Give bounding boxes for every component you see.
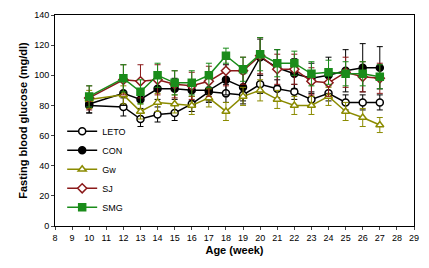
svg-text:27: 27 (375, 233, 385, 243)
svg-text:29: 29 (409, 233, 419, 243)
svg-text:Fasting blood glucose (mg/dl): Fasting blood glucose (mg/dl) (17, 42, 29, 199)
svg-text:Gw: Gw (102, 165, 116, 175)
svg-text:11: 11 (102, 233, 111, 243)
svg-text:15: 15 (170, 233, 180, 243)
svg-text:120: 120 (34, 40, 49, 50)
svg-text:140: 140 (34, 10, 49, 20)
svg-text:23: 23 (306, 233, 316, 243)
svg-text:CON: CON (102, 146, 122, 156)
svg-text:20: 20 (255, 233, 265, 243)
svg-text:SJ: SJ (102, 184, 113, 194)
svg-text:9: 9 (70, 233, 75, 243)
svg-text:SMG: SMG (102, 203, 123, 213)
svg-text:21: 21 (272, 233, 282, 243)
svg-text:28: 28 (392, 233, 402, 243)
svg-text:13: 13 (135, 233, 145, 243)
svg-text:14: 14 (153, 233, 163, 243)
svg-text:100: 100 (34, 70, 49, 80)
svg-text:10: 10 (84, 233, 94, 243)
svg-text:8: 8 (52, 233, 57, 243)
svg-text:LETO: LETO (102, 127, 125, 137)
svg-text:18: 18 (221, 233, 231, 243)
svg-text:40: 40 (39, 161, 49, 171)
svg-text:Age (week): Age (week) (205, 244, 263, 256)
svg-text:24: 24 (324, 233, 334, 243)
svg-text:12: 12 (118, 233, 128, 243)
svg-text:80: 80 (39, 101, 49, 111)
svg-text:25: 25 (341, 233, 351, 243)
svg-text:26: 26 (358, 233, 368, 243)
svg-text:16: 16 (187, 233, 197, 243)
svg-text:60: 60 (39, 131, 49, 141)
svg-text:17: 17 (204, 233, 214, 243)
svg-text:22: 22 (289, 233, 299, 243)
svg-text:20: 20 (39, 191, 49, 201)
svg-text:0: 0 (44, 221, 49, 231)
svg-text:19: 19 (238, 233, 248, 243)
